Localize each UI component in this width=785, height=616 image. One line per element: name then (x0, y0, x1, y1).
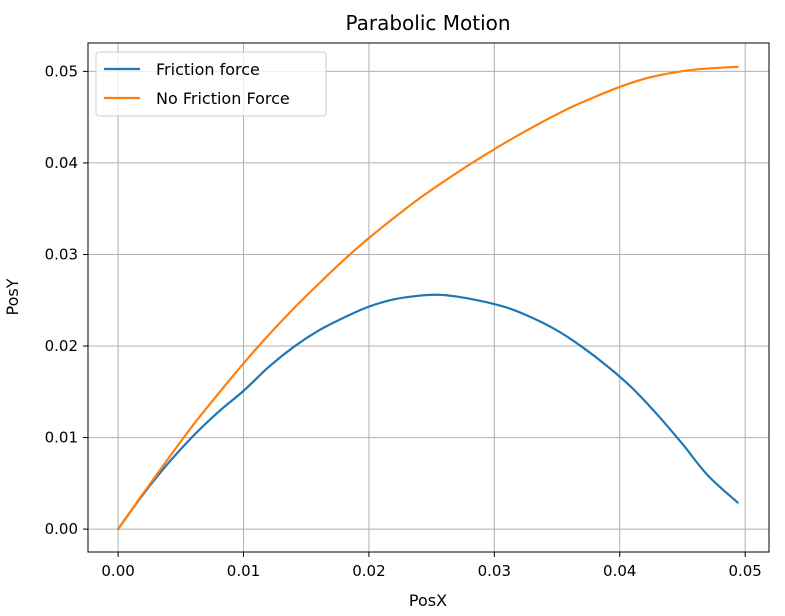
x-tick-label: 0.01 (227, 562, 260, 580)
grid (88, 43, 769, 552)
y-axis-label: PosY (3, 278, 22, 315)
y-tick-label: 0.02 (45, 337, 78, 355)
legend-label-no-friction: No Friction Force (156, 89, 290, 108)
series-line-friction-force (117, 293, 739, 531)
chart-title: Parabolic Motion (345, 11, 510, 35)
series-layer (117, 65, 739, 531)
legend: Friction force No Friction Force (95, 51, 327, 117)
x-axis-label: PosX (409, 591, 447, 610)
plot-frame (87, 42, 770, 553)
y-tick-label: 0.00 (45, 520, 78, 538)
x-tick-label: 0.00 (101, 562, 134, 580)
y-tick-label: 0.01 (45, 429, 78, 447)
y-tick-label: 0.04 (45, 154, 78, 172)
x-tick-label: 0.04 (603, 562, 636, 580)
x-tick-label: 0.03 (478, 562, 511, 580)
y-tick-label: 0.03 (45, 245, 78, 263)
x-tick-label: 0.05 (728, 562, 761, 580)
series-line-no-friction-force (117, 65, 739, 531)
x-tick-label: 0.02 (352, 562, 385, 580)
plot-area (88, 43, 769, 552)
legend-box (95, 51, 327, 117)
y-tick-label: 0.05 (45, 62, 78, 80)
legend-label-friction: Friction force (156, 60, 260, 79)
ticks: 0.00 0.01 0.02 0.03 0.04 0.05 0.00 0.01 0.02 0.03… (45, 62, 762, 580)
